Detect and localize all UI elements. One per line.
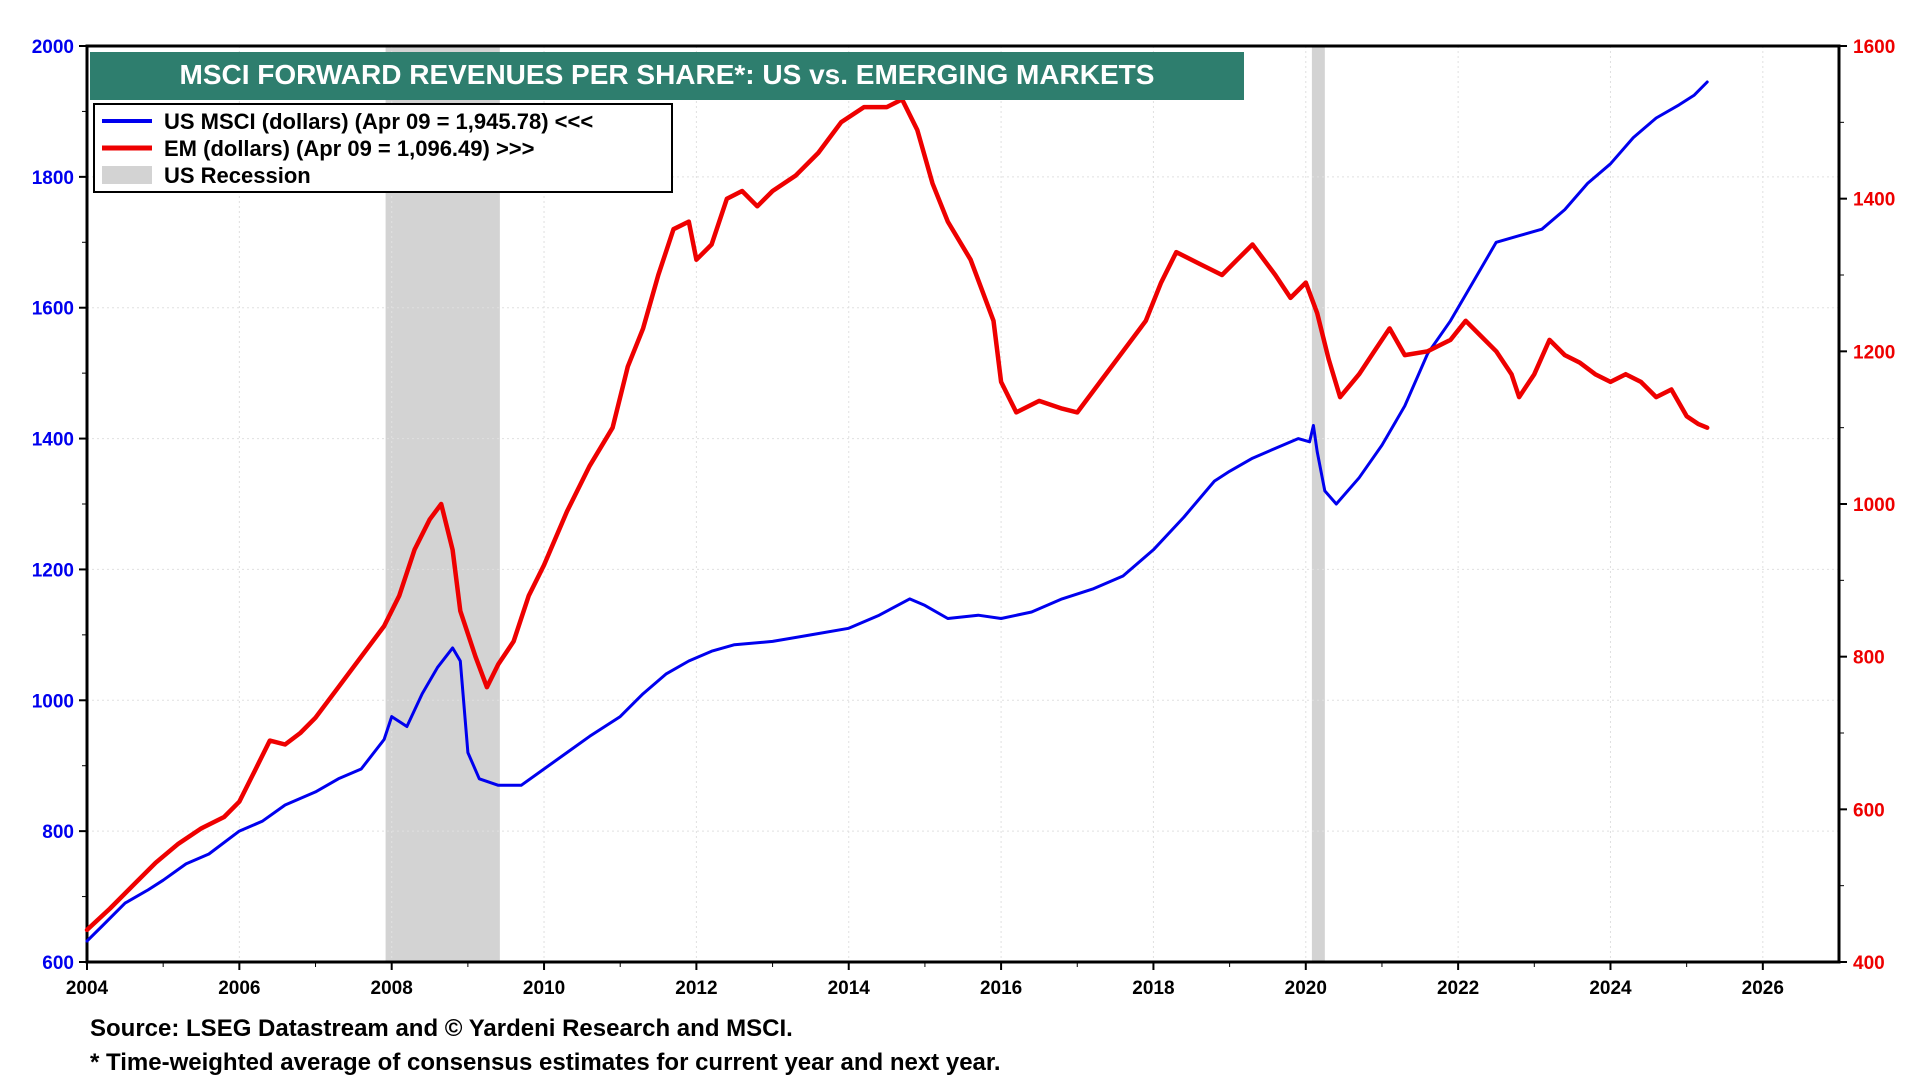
x-tick-label-2010: 2010 bbox=[523, 978, 565, 999]
x-tick-label-2006: 2006 bbox=[218, 978, 260, 999]
x-tick-label-2008: 2008 bbox=[371, 978, 413, 999]
x-tick-label-2016: 2016 bbox=[980, 978, 1022, 999]
y-right-tick-label-1000: 1000 bbox=[1853, 495, 1895, 516]
x-tick-label-2014: 2014 bbox=[828, 978, 871, 999]
x-tick-label-2026: 2026 bbox=[1742, 978, 1784, 999]
y-left-tick-label-800: 800 bbox=[42, 822, 74, 843]
y-left-tick-label-1800: 1800 bbox=[32, 168, 74, 189]
us-msci-line bbox=[85, 80, 1709, 943]
y-left-tick-label-1000: 1000 bbox=[32, 691, 74, 712]
y-right-tick-label-800: 800 bbox=[1853, 648, 1885, 669]
em-line bbox=[84, 97, 1710, 933]
x-tick-label-2022: 2022 bbox=[1437, 978, 1479, 999]
y-left-tick-label-1200: 1200 bbox=[32, 560, 74, 581]
source-note: Source: LSEG Datastream and © Yardeni Re… bbox=[90, 1015, 793, 1042]
chart-title: MSCI FORWARD REVENUES PER SHARE*: US vs.… bbox=[180, 59, 1155, 90]
y-left-tick-label-600: 600 bbox=[42, 953, 74, 974]
legend-box bbox=[93, 103, 673, 193]
y-left-tick-label-2000: 2000 bbox=[32, 37, 74, 58]
y-right-tick-label-1200: 1200 bbox=[1853, 342, 1895, 363]
y-left-tick-label-1600: 1600 bbox=[32, 299, 74, 320]
x-tick-label-2024: 2024 bbox=[1589, 978, 1632, 999]
y-left-tick-label-1400: 1400 bbox=[32, 430, 74, 451]
gridlines bbox=[87, 46, 1839, 962]
y-right-tick-label-400: 400 bbox=[1853, 953, 1885, 974]
title-banner: MSCI FORWARD REVENUES PER SHARE*: US vs.… bbox=[90, 52, 1244, 100]
recession-band-2 bbox=[1311, 46, 1325, 962]
x-tick-label-2004: 2004 bbox=[66, 978, 109, 999]
series-lines bbox=[84, 80, 1710, 943]
legend-us-label: US MSCI (dollars) (Apr 09 = 1,945.78) <<… bbox=[164, 109, 593, 134]
y-right-tick-label-1400: 1400 bbox=[1853, 190, 1895, 211]
recession-bands bbox=[385, 46, 1325, 962]
y-right-tick-label-600: 600 bbox=[1853, 800, 1885, 821]
legend-recession-label: US Recession bbox=[164, 163, 311, 188]
x-tick-label-2018: 2018 bbox=[1132, 978, 1174, 999]
axis-ticks: 2004 2006 2008 2010 2012 2014 2016 2018 2020 2022… bbox=[32, 37, 1896, 999]
title-background bbox=[90, 52, 1244, 100]
x-tick-label-2020: 2020 bbox=[1285, 978, 1327, 999]
legend-recession-swatch bbox=[102, 166, 152, 184]
y-right-tick-label-1600: 1600 bbox=[1853, 37, 1895, 58]
asterisk-note: * Time-weighted average of consensus est… bbox=[90, 1049, 1001, 1076]
legend: US MSCI (dollars) (Apr 09 = 1,945.78) <<… bbox=[93, 103, 673, 193]
x-tick-label-2012: 2012 bbox=[675, 978, 717, 999]
legend-em-label: EM (dollars) (Apr 09 = 1,096.49) >>> bbox=[164, 136, 535, 161]
